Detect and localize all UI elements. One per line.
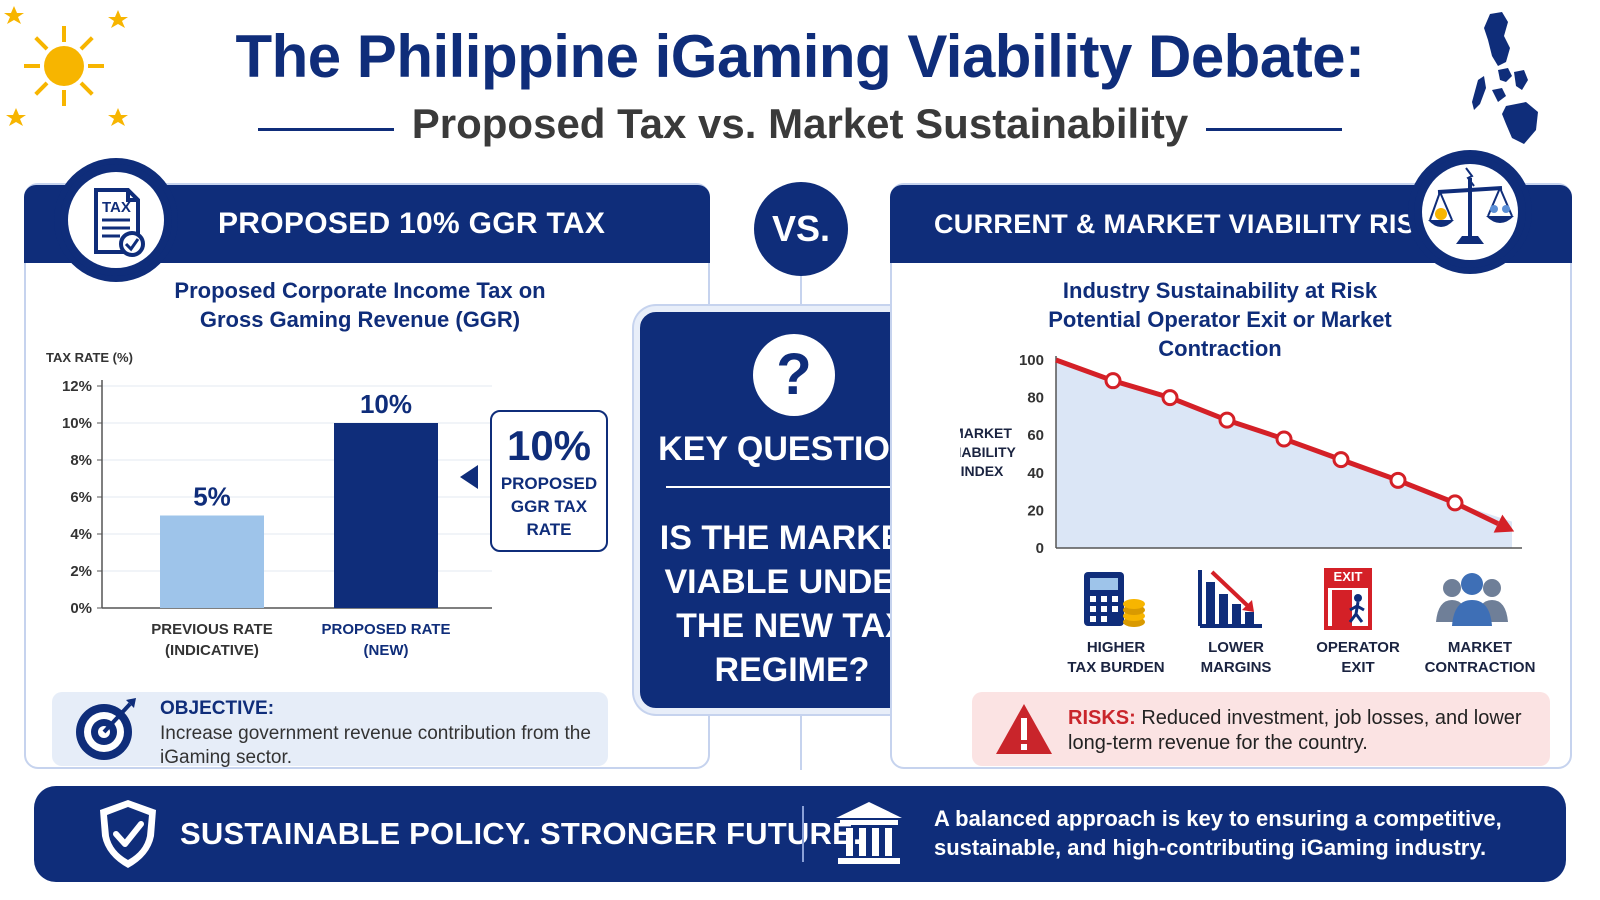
trend-arrowhead [1493,514,1515,533]
y-tick-label: 60 [1027,427,1044,444]
subtitle-rule-right [1206,128,1342,131]
svg-text:EXIT: EXIT [1334,569,1363,584]
star-icon [108,10,128,28]
key-question-text: IS THE MARKET VIABLE UNDER THE NEW TAX R… [659,519,925,689]
star-icon [108,108,128,126]
impact-label-market-contraction: MARKET CONTRACTION [1424,639,1536,676]
right-panel-title: CURRENT & MARKET VIABILITY RISKS [934,209,1454,239]
sun-ray [79,36,94,51]
scales-icon [1428,167,1514,244]
sun-stars-decoration [4,6,128,126]
star-icon [6,108,26,126]
impact-label-lower-margins: LOWER MARGINS [1200,639,1272,676]
x-tick-label: PREVIOUS RATE [151,621,272,638]
left-panel-title: PROPOSED 10% GGR TAX [218,207,606,240]
y-tick-label: 2% [70,563,92,580]
x-tick-label: PROPOSED RATE [322,621,451,638]
card-divider [666,486,918,488]
scales-badge [1408,150,1532,274]
key-question-label: KEY QUESTION: [658,430,926,468]
y-tick-label: 0 [1036,540,1044,557]
data-point [1389,471,1407,489]
sun-ray [34,81,49,96]
tax-rate-bar-chart: TAX RATE (%) 0% 2% 4% 6% 8% 10% 12% 5% PREVIOUS R… [46,350,492,659]
tax-badge: TAX [54,158,178,282]
y-tick-label: 4% [70,526,92,543]
x-tick-label: (INDICATIVE) [165,642,259,659]
bar [334,423,438,608]
question-mark-icon: ? [753,334,835,416]
bar [160,515,264,608]
data-point [1275,430,1293,448]
page-title: The Philippine iGaming Viability Debate: [235,23,1365,90]
people-group-icon [1436,573,1508,626]
tax-document-icon: TAX [94,188,145,257]
page-subtitle: Proposed Tax vs. Market Sustainability [411,100,1189,147]
bottom-tagline: SUSTAINABLE POLICY. STRONGER FUTURE. [180,816,862,851]
exit-door-icon: EXIT [1324,568,1372,630]
bottom-banner: SUSTAINABLE POLICY. STRONGER FUTURE. A b… [34,786,1566,882]
risks-text: RISKS: Reduced investment, job losses, a… [1068,707,1522,754]
area-fill [1056,360,1512,548]
objective-box: OBJECTIVE: Increase government revenue c… [52,692,608,768]
left-section-title: Proposed Corporate Income Tax on Gross G… [174,278,546,332]
callout-value: 10% [506,422,592,469]
shield-check-icon [100,800,156,868]
warning-icon [996,704,1052,754]
subtitle-rule-left [258,128,394,131]
y-axis-label: TAX RATE (%) [46,350,133,365]
government-building-icon [836,802,902,864]
bar-value-label: 5% [193,482,231,512]
y-tick-label: 80 [1027,390,1044,407]
impact-label-higher-tax: HIGHER TAX BURDEN [1067,639,1165,676]
risks-box: RISKS: Reduced investment, job losses, a… [972,692,1550,766]
y-tick-label: 6% [70,489,92,506]
y-tick-label: 100 [1019,352,1044,369]
y-tick-label: 12% [62,378,92,395]
y-axis-label: INDEX [961,463,1004,479]
target-icon [76,698,136,760]
callout-label: PROPOSED GGR TAX RATE [500,474,598,539]
callout-pointer-icon [460,465,478,489]
data-point [1446,494,1464,512]
sun-ray [79,81,94,96]
center-connector-top [800,276,802,306]
proposed-rate-callout: 10% PROPOSED GGR TAX RATE [490,410,608,552]
right-section-title: Industry Sustainability at Risk Potentia… [1048,278,1392,361]
y-tick-label: 0% [70,600,92,617]
y-tick-label: 40 [1027,465,1044,482]
y-axis-label: MARKET [960,425,1012,441]
objective-text: Increase government revenue contribution… [160,723,591,768]
center-connector-bottom [800,714,802,770]
series-line [1055,357,1456,506]
sun-icon [24,26,104,106]
objective-label: OBJECTIVE: [160,698,275,719]
declining-bars-icon [1198,570,1262,628]
subtitle-wrap: Proposed Tax vs. Market Sustainability [0,100,1600,148]
y-tick-label: 10% [62,415,92,432]
data-point [1161,389,1179,407]
calculator-coins-icon [1084,572,1145,627]
bottom-description: A balanced approach is key to ensuring a… [934,806,1502,860]
market-viability-chart: MARKET VIABILITY INDEX 0 20 40 60 80 100 [960,352,1522,557]
star-icon [4,6,24,24]
x-tick-label: (NEW) [364,642,409,659]
bar-value-label: 10% [360,389,412,419]
impact-label-operator-exit: OPERATOR EXIT [1316,639,1400,676]
vs-badge: VS. [754,182,848,276]
data-point [1218,411,1236,429]
sun-ray [34,36,49,51]
y-axis-label: VIABILITY [960,444,1016,460]
y-tick-label: 20 [1027,502,1044,519]
data-point [1332,451,1350,469]
philippines-map-icon [1472,12,1538,144]
y-tick-label: 8% [70,452,92,469]
svg-text:TAX: TAX [102,199,131,216]
bottom-separator [802,806,804,862]
data-point [1104,372,1122,390]
